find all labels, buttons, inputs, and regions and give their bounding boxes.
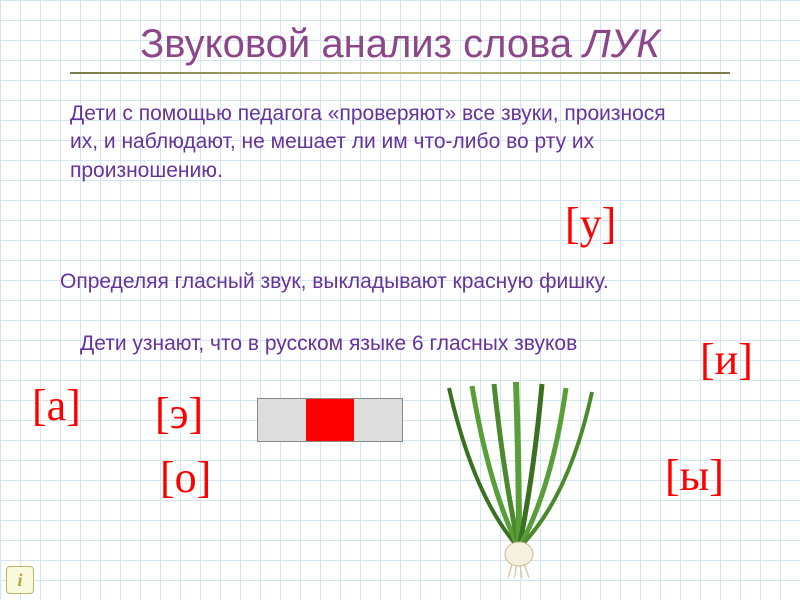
- sound-boxes: [257, 398, 403, 442]
- phoneme-a: [а]: [32, 380, 81, 431]
- paragraph-3: Дети узнают, что в русском языке 6 гласн…: [80, 330, 720, 358]
- phoneme-u: [у]: [565, 198, 616, 249]
- info-icon: i: [17, 570, 22, 591]
- paragraph-2: Определяя гласный звук, выкладывают крас…: [60, 268, 740, 296]
- phoneme-y: [ы]: [665, 450, 724, 501]
- page-title: Звуковой анализ слова ЛУК: [140, 22, 660, 67]
- sound-box-2: [306, 399, 354, 441]
- onion-plant-image: [434, 378, 604, 578]
- phoneme-i: [и]: [700, 334, 753, 385]
- phoneme-e: [э]: [155, 388, 203, 439]
- title-underline: [70, 72, 730, 74]
- phoneme-o: [о]: [160, 452, 211, 503]
- sound-box-3: [354, 399, 402, 441]
- info-button[interactable]: i: [6, 566, 34, 594]
- title-emphasis: ЛУК: [583, 22, 660, 66]
- paragraph-1: Дети с помощью педагога «проверяют» все …: [70, 100, 690, 185]
- title-prefix: Звуковой анализ слова: [140, 22, 583, 66]
- sound-box-1: [258, 399, 306, 441]
